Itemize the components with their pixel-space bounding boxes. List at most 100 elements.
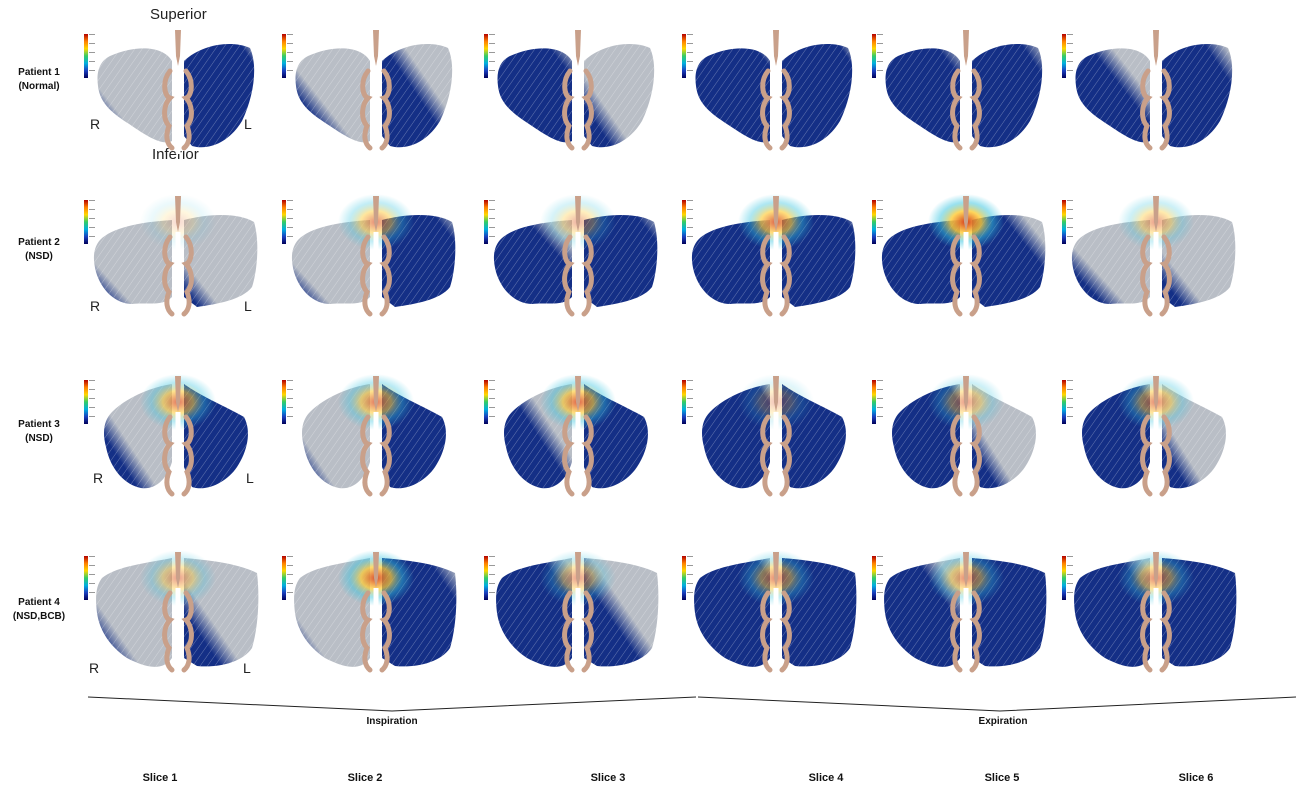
turbinate-right: [760, 590, 773, 673]
flow-field-panel: [302, 374, 446, 500]
turbinate-left: [181, 234, 194, 317]
right-marker: R: [90, 116, 101, 132]
nasal-septum: [773, 196, 779, 232]
velocity-colorbar: [484, 380, 495, 424]
velocity-colorbar: [872, 556, 883, 600]
turbinate-left: [379, 414, 392, 497]
nasal-septum: [575, 30, 581, 66]
right-marker: R: [90, 298, 101, 314]
nasal-septum: [773, 376, 779, 412]
velocity-colorbar: [682, 556, 693, 600]
row-label-patient-3: Patient 3 (NSD): [18, 419, 60, 444]
flow-field-panel: [493, 194, 658, 320]
turbinate-right: [760, 414, 773, 497]
nasal-septum: [773, 30, 779, 66]
turbinate-left: [581, 590, 594, 673]
turbinate-right: [950, 590, 963, 673]
velocity-colorbar: [872, 380, 883, 424]
left-marker: L: [246, 470, 254, 486]
turbinate-left: [1159, 234, 1172, 317]
velocity-colorbar: [1062, 34, 1073, 78]
turbinate-left: [181, 68, 194, 151]
turbinate-right: [162, 234, 175, 317]
slice-label-3: Slice 3: [590, 772, 626, 784]
turbinate-left: [1159, 590, 1172, 673]
row-label-patient-1: Patient 1 (Normal): [18, 67, 60, 92]
velocity-colorbar: [872, 34, 883, 78]
inspiration-bracket: [87, 696, 697, 712]
velocity-colorbar: [84, 34, 95, 78]
velocity-colorbar: [282, 380, 293, 424]
nasal-septum: [575, 196, 581, 232]
flow-field-panel: [295, 30, 453, 154]
turbinate-right: [162, 590, 175, 673]
flow-field-panel: [691, 194, 856, 320]
flow-field-panel: [294, 550, 457, 676]
turbinate-left: [1159, 414, 1172, 497]
slice-label-2: Slice 2: [347, 772, 383, 784]
flow-field-panel: [291, 194, 456, 320]
right-cavity-streaks: [695, 48, 770, 143]
velocity-colorbar: [282, 556, 293, 600]
nasal-septum: [175, 376, 181, 412]
turbinate-right: [162, 414, 175, 497]
inspiration-label: Inspiration: [366, 716, 418, 727]
slice-label-4: Slice 4: [808, 772, 844, 784]
turbinate-right: [562, 590, 575, 673]
turbinate-left: [379, 68, 392, 151]
nasal-septum: [1153, 376, 1159, 412]
turbinate-left: [581, 234, 594, 317]
nasal-septum: [373, 552, 379, 588]
flow-field-panel: [881, 194, 1046, 320]
nasal-septum: [1153, 30, 1159, 66]
right-cavity-streaks: [97, 48, 172, 143]
turbinate-right: [360, 590, 373, 673]
row-label-patient-2: Patient 2 (NSD): [18, 237, 60, 262]
flow-field-panel: [892, 374, 1036, 500]
right-marker: R: [93, 470, 104, 486]
velocity-colorbar: [1062, 380, 1073, 424]
row-label-patient-4: Patient 4 (NSD,BCB): [12, 597, 66, 622]
nasal-septum: [963, 552, 969, 588]
superior-label: Superior: [150, 6, 207, 23]
nasal-septum: [373, 30, 379, 66]
right-marker: R: [89, 660, 100, 676]
velocity-colorbar: [84, 380, 95, 424]
left-cavity-streaks: [584, 44, 655, 148]
turbinate-right: [760, 68, 773, 151]
turbinate-right: [1140, 68, 1153, 151]
flow-field-panel: [93, 194, 258, 320]
left-cavity-streaks: [382, 44, 453, 148]
turbinate-right: [950, 234, 963, 317]
nasal-septum: [373, 376, 379, 412]
flow-field-panel: [1075, 30, 1233, 154]
slice-label-1: Slice 1: [142, 772, 178, 784]
left-marker: L: [244, 298, 252, 314]
turbinate-right: [360, 414, 373, 497]
right-cavity-streaks: [885, 48, 960, 143]
nasal-septum: [175, 30, 181, 66]
flow-field-panel: [497, 30, 655, 154]
flow-field-panel: [885, 30, 1043, 154]
right-cavity-streaks: [295, 48, 370, 143]
turbinate-left: [969, 414, 982, 497]
turbinate-left: [969, 68, 982, 151]
inferior-label: Inferior: [152, 146, 199, 163]
velocity-colorbar: [872, 200, 883, 244]
nasal-septum: [963, 30, 969, 66]
left-cavity-streaks: [782, 44, 853, 148]
flow-field-panel: [504, 374, 648, 500]
turbinate-right: [760, 234, 773, 317]
turbinate-right: [360, 234, 373, 317]
velocity-colorbar: [282, 200, 293, 244]
left-cavity-streaks: [1162, 44, 1233, 148]
velocity-colorbar: [484, 200, 495, 244]
turbinate-left: [969, 590, 982, 673]
turbinate-right: [1140, 414, 1153, 497]
turbinate-left: [779, 68, 792, 151]
turbinate-right: [950, 68, 963, 151]
turbinate-left: [779, 234, 792, 317]
turbinate-right: [1140, 590, 1153, 673]
velocity-colorbar: [682, 200, 693, 244]
expiration-bracket: [697, 696, 1297, 712]
